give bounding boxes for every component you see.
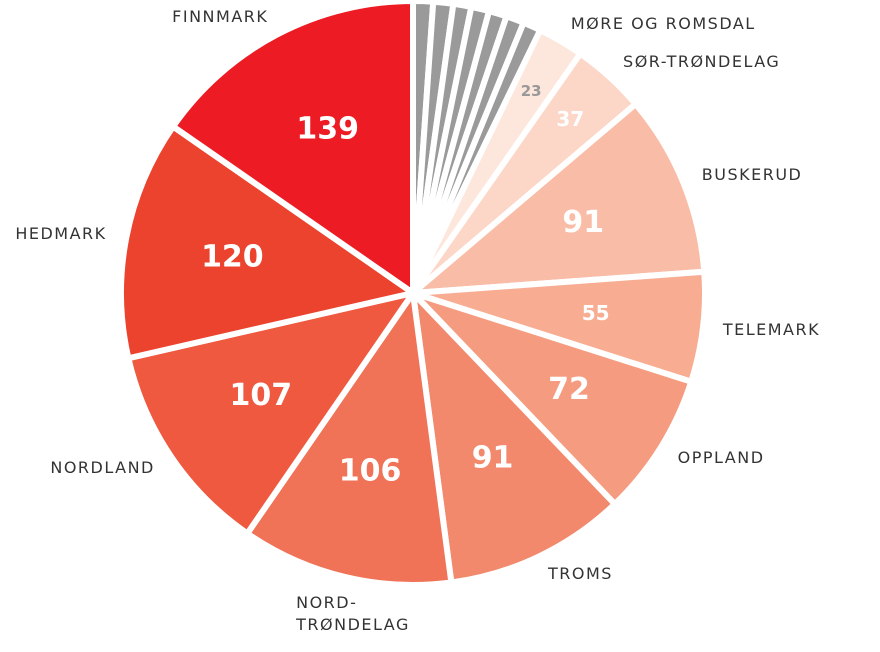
value-label: 37 — [556, 107, 584, 131]
slice — [410, 290, 695, 508]
slice — [410, 290, 618, 586]
category-label: TROMS — [547, 564, 613, 584]
value-label: 139 — [296, 111, 359, 146]
category-label: FINNMARK — [172, 6, 269, 26]
slice — [410, 101, 708, 296]
slice — [244, 290, 455, 588]
value-label: 106 — [339, 453, 402, 488]
value-label: 91 — [472, 440, 514, 475]
slice — [170, 0, 416, 296]
category-label: BUSKERUD — [701, 164, 803, 184]
category-label: NORD-TRØNDELAG — [296, 593, 410, 635]
slice — [118, 123, 416, 362]
category-label: SØR-TRØNDELAG — [623, 52, 781, 72]
category-label: NORDLAND — [50, 458, 155, 478]
value-label: 23 — [521, 82, 542, 100]
value-label: 55 — [582, 301, 610, 325]
value-label: 107 — [229, 378, 292, 413]
value-label: 91 — [562, 205, 604, 240]
category-label: HEDMARK — [15, 223, 107, 243]
slice — [125, 290, 416, 537]
category-label: OPPLAND — [677, 448, 765, 468]
category-label: TELEMARK — [722, 319, 821, 339]
value-label: 120 — [201, 240, 264, 275]
value-label: 72 — [548, 372, 590, 407]
category-label: MØRE OG ROMSDAL — [570, 13, 756, 33]
